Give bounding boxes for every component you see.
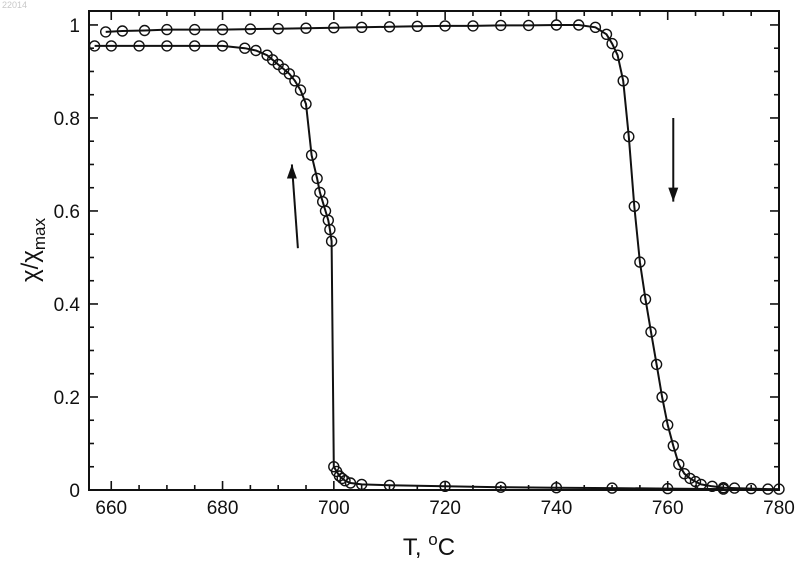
arrow-head-heating <box>668 188 678 202</box>
series-line-cooling <box>95 46 724 489</box>
y-tick-label: 0.8 <box>54 109 80 130</box>
arrow-head-cooling <box>287 164 297 178</box>
x-tick-label: 660 <box>95 498 127 519</box>
x-tick-label: 700 <box>318 498 350 519</box>
x-tick-label: 680 <box>207 498 239 519</box>
series-curves <box>95 25 779 489</box>
direction-arrows <box>287 118 678 248</box>
tick-labels: 660 680 700 720 740 760 780 0 0.2 0.4 0.6 0.8 1 <box>54 16 795 519</box>
plot-frame <box>89 11 779 490</box>
y-axis-label: χ/χmax <box>17 218 49 282</box>
y-tick-label: 0.2 <box>54 388 80 409</box>
x-tick-label: 740 <box>541 498 573 519</box>
y-tick-label: 0.6 <box>54 202 80 223</box>
y-tick-label: 1 <box>69 16 80 37</box>
y-tick-label: 0.4 <box>54 295 81 316</box>
x-tick-label: 760 <box>652 498 684 519</box>
x-axis-label: T, oC <box>403 530 455 561</box>
x-tick-label: 720 <box>429 498 461 519</box>
x-tick-label: 780 <box>763 498 795 519</box>
series-markers <box>90 20 784 494</box>
y-tick-label: 0 <box>69 481 80 502</box>
series-line-heating <box>106 25 779 489</box>
tick-marks <box>89 11 779 490</box>
